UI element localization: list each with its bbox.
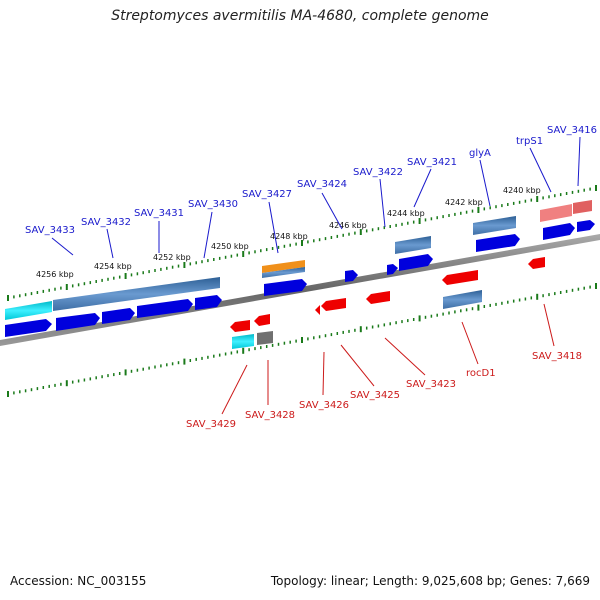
bottom-gene-labels: SAV_3429 SAV_3428 SAV_3426 SAV_3425 SAV_… xyxy=(186,351,582,430)
leader-line xyxy=(203,211,213,259)
bottom-bands xyxy=(232,290,482,349)
band-sav3428 xyxy=(257,331,273,345)
gene-label[interactable]: SAV_3423 xyxy=(406,379,456,390)
gene-label[interactable]: SAV_3430 xyxy=(188,199,238,210)
leader-line xyxy=(577,136,581,187)
gene-sav3431[interactable] xyxy=(102,308,135,324)
top-bands xyxy=(5,200,592,320)
leader-line xyxy=(322,351,325,396)
gene-sav3426[interactable] xyxy=(321,298,346,311)
scale-label: 4250 kbp xyxy=(211,242,249,251)
leader-line xyxy=(106,228,114,259)
leader-line xyxy=(321,192,343,230)
gene-sav3425[interactable] xyxy=(366,291,390,304)
leader-line xyxy=(413,168,432,208)
leader-line xyxy=(221,364,248,415)
gene-label[interactable]: trpS1 xyxy=(516,136,543,147)
band-sav3427 xyxy=(262,260,305,273)
scale-label: 4256 kbp xyxy=(36,270,74,279)
gene-label[interactable]: SAV_3432 xyxy=(81,217,131,228)
reverse-genes xyxy=(230,257,545,332)
lower-tick-row xyxy=(7,283,597,397)
gene-sav3430-b[interactable] xyxy=(195,295,222,310)
gene-label[interactable]: SAV_3429 xyxy=(186,419,236,430)
leader-line xyxy=(268,201,279,254)
gene-sav3433[interactable] xyxy=(5,319,52,337)
genome-stats-text: Topology: linear; Length: 9,025,608 bp; … xyxy=(270,574,590,588)
gene-sav3416[interactable] xyxy=(577,220,595,232)
gene-sav3428[interactable] xyxy=(254,314,270,326)
gene-sav3418[interactable] xyxy=(528,257,545,269)
gene-label[interactable]: glyA xyxy=(469,148,491,159)
gene-label[interactable]: SAV_3427 xyxy=(242,189,292,200)
leader-line xyxy=(51,237,74,256)
band-rocD1 xyxy=(443,290,482,309)
gene-trpS1[interactable] xyxy=(543,223,575,240)
gene-label[interactable]: SAV_3431 xyxy=(134,208,184,219)
leader-line xyxy=(543,303,555,347)
gene-sav3427[interactable] xyxy=(264,279,307,296)
scale-label: 4254 kbp xyxy=(94,262,132,271)
accession-text: Accession: NC_003155 xyxy=(10,574,147,588)
upper-tick-row xyxy=(7,185,597,301)
gene-label[interactable]: SAV_3416 xyxy=(547,125,597,136)
scale-label: 4248 kbp xyxy=(270,232,308,241)
forward-genes xyxy=(5,220,595,337)
band-trpS1 xyxy=(540,204,572,222)
scale-label: 4252 kbp xyxy=(153,253,191,262)
gene-glyA[interactable] xyxy=(476,234,520,252)
gene-sav3430-a[interactable] xyxy=(137,299,193,318)
gene-label[interactable]: SAV_3426 xyxy=(299,400,349,411)
band-sav3432-3430 xyxy=(53,277,220,311)
top-leader-lines xyxy=(51,136,581,259)
gene-sav3421[interactable] xyxy=(399,254,433,271)
gene-label[interactable]: SAV_3425 xyxy=(350,390,400,401)
band-sav3427b xyxy=(262,267,305,278)
scale-labels: 4256 kbp 4254 kbp 4252 kbp 4250 kbp 4248… xyxy=(36,186,541,279)
leader-line xyxy=(340,344,375,387)
bottom-leader-lines xyxy=(221,303,555,415)
band-sav3429 xyxy=(232,334,254,349)
band-glyA xyxy=(473,216,516,235)
gene-label[interactable]: SAV_3428 xyxy=(245,410,295,421)
gene-label[interactable]: SAV_3424 xyxy=(297,179,347,190)
gene-sav3426-a[interactable] xyxy=(315,305,320,315)
top-gene-labels: SAV_3433 SAV_3432 SAV_3431 SAV_3430 SAV_… xyxy=(25,125,597,236)
gene-label[interactable]: SAV_3418 xyxy=(532,351,582,362)
band-sav3433 xyxy=(5,301,52,320)
band-sav3421 xyxy=(395,236,431,254)
gene-sav3423[interactable] xyxy=(442,270,478,285)
gene-sav3422[interactable] xyxy=(387,264,398,275)
gene-label[interactable]: rocD1 xyxy=(466,368,496,379)
genome-title: Streptomyces avermitilis MA-4680, comple… xyxy=(111,8,489,24)
gene-sav3424[interactable] xyxy=(345,270,358,282)
gene-sav3429[interactable] xyxy=(230,320,250,332)
gene-sav3432[interactable] xyxy=(56,313,100,331)
band-sav3416 xyxy=(573,200,592,214)
gene-label[interactable]: SAV_3421 xyxy=(407,157,457,168)
leader-line xyxy=(461,321,479,365)
leader-line xyxy=(479,159,491,207)
scale-label: 4242 kbp xyxy=(445,198,483,207)
scale-label: 4240 kbp xyxy=(503,186,541,195)
gene-label[interactable]: SAV_3422 xyxy=(353,167,403,178)
scale-label: 4244 kbp xyxy=(387,209,425,218)
scale-label: 4246 kbp xyxy=(329,221,367,230)
leader-line xyxy=(384,337,426,376)
leader-line xyxy=(529,147,552,193)
gene-label[interactable]: SAV_3433 xyxy=(25,225,75,236)
leader-line xyxy=(379,178,386,228)
